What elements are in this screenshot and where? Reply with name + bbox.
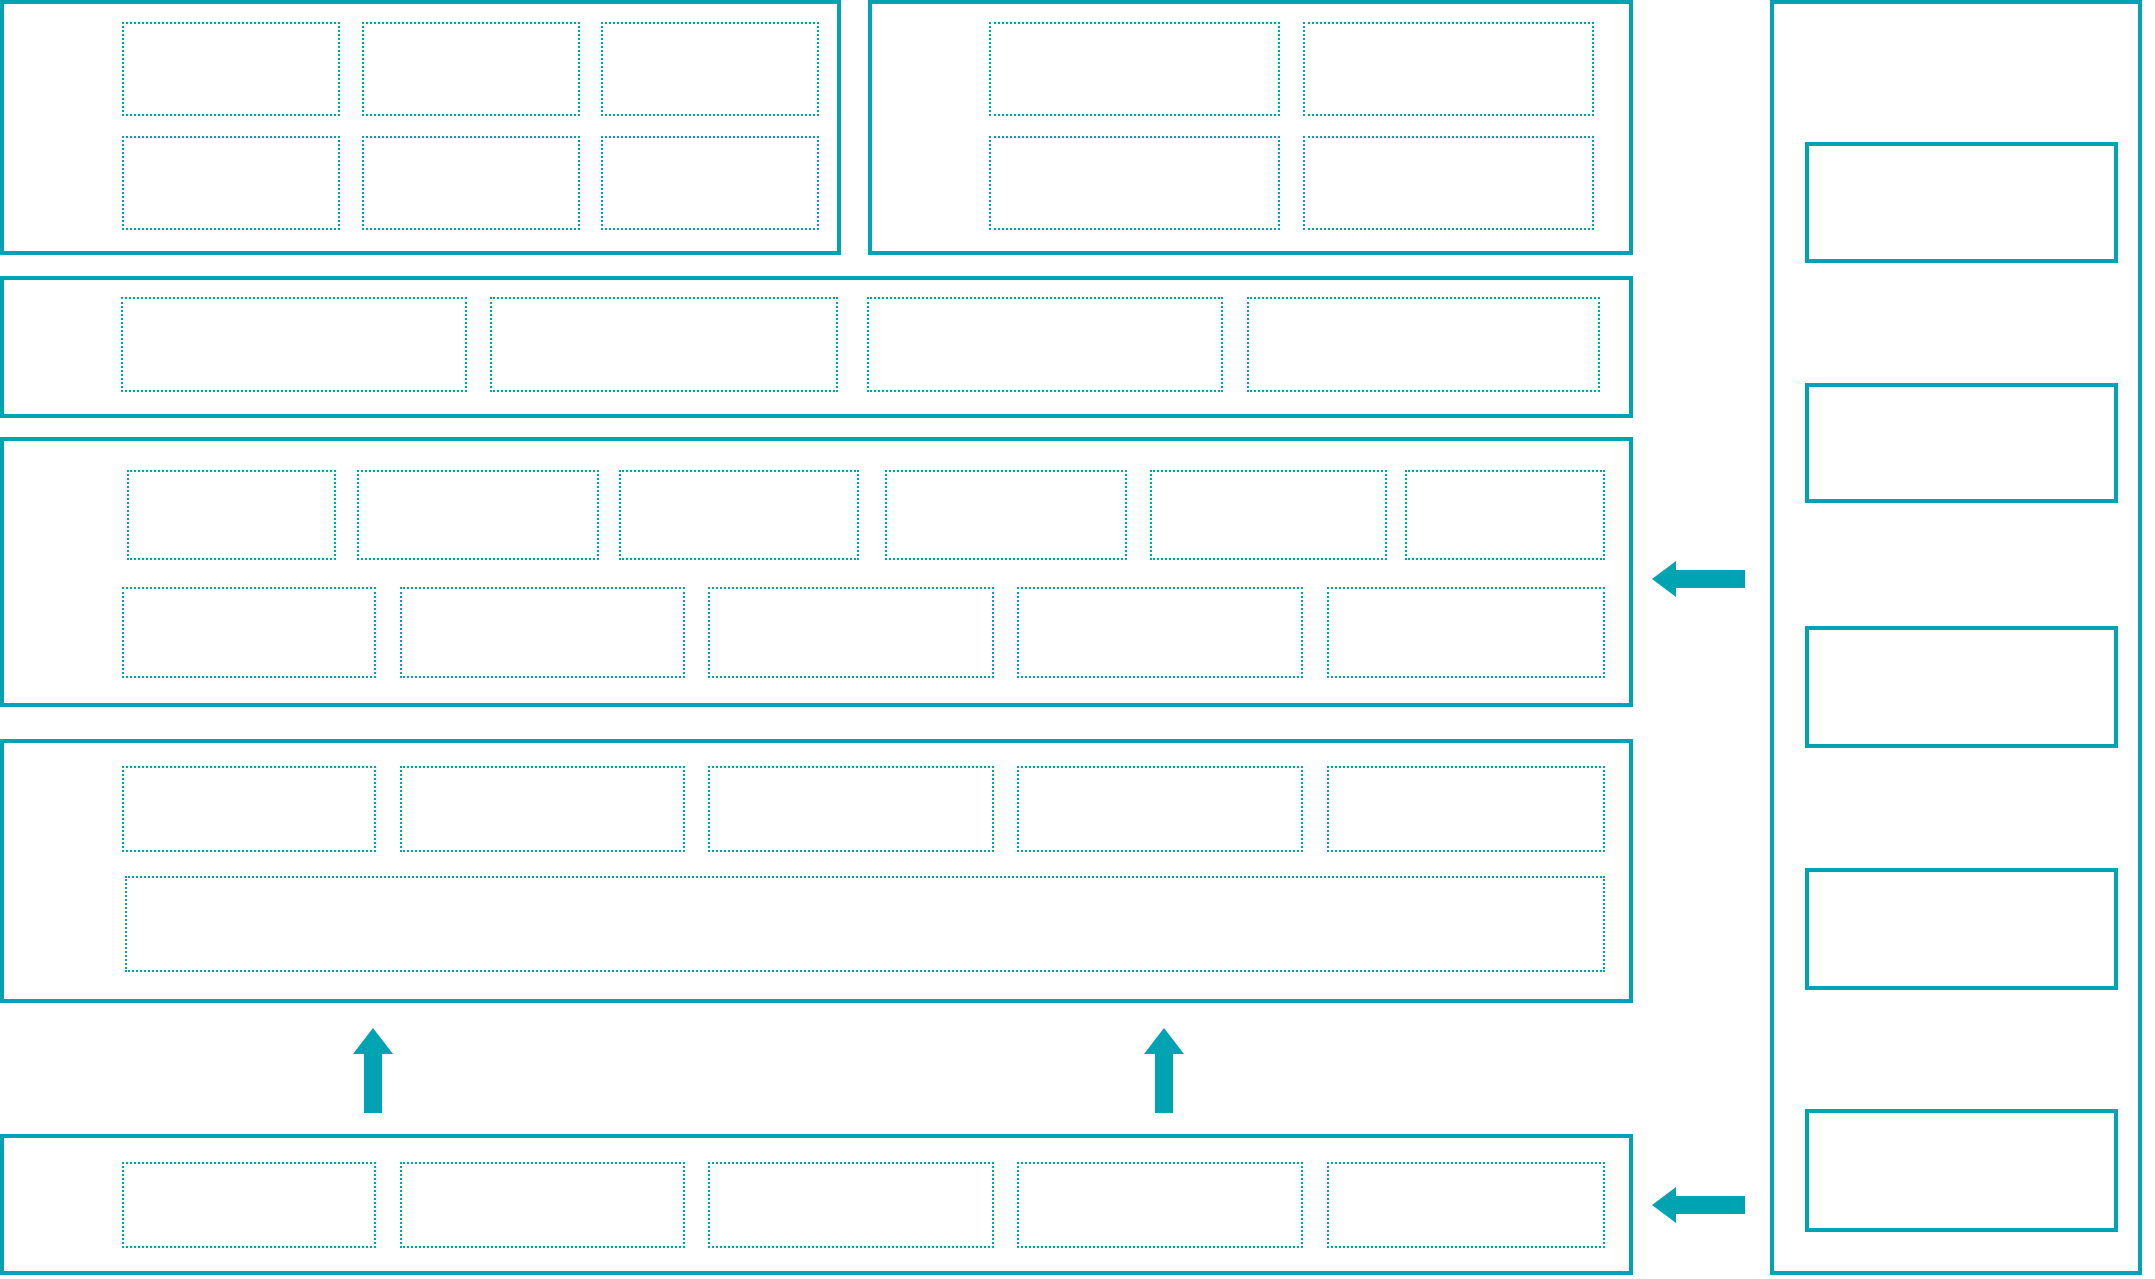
top-right-group-slot-3	[989, 136, 1280, 230]
middle-group-slot-8	[400, 587, 685, 678]
middle-group	[0, 437, 1633, 707]
top-left-group-slot-1	[122, 22, 340, 116]
lower-group-slot-4	[1017, 766, 1303, 852]
top-left-group	[0, 0, 841, 255]
middle-group-slot-1	[127, 470, 336, 560]
lower-group	[0, 739, 1633, 1003]
sidebar-group-slot-2	[1805, 383, 2118, 503]
bottom-group	[0, 1134, 1633, 1275]
middle-group-slot-7	[122, 587, 376, 678]
top-left-group-slot-5	[362, 136, 580, 230]
top-right-group	[868, 0, 1633, 255]
top-left-group-slot-3	[601, 22, 819, 116]
up-arrow-right-shaft	[1155, 1053, 1173, 1113]
left-arrow-into-middle-group-shaft	[1675, 570, 1745, 588]
bottom-group-slot-3	[708, 1162, 994, 1248]
second-row-group-slot-4	[1247, 297, 1600, 392]
left-arrow-into-bottom-group-icon	[1652, 1187, 1745, 1223]
left-arrow-into-bottom-group-head	[1652, 1187, 1676, 1223]
middle-group-slot-10	[1017, 587, 1303, 678]
middle-group-slot-2	[357, 470, 599, 560]
up-arrow-left-shaft	[364, 1053, 382, 1113]
middle-group-slot-4	[885, 470, 1127, 560]
sidebar-group-slot-3	[1805, 626, 2118, 748]
bottom-group-slot-2	[400, 1162, 685, 1248]
middle-group-slot-9	[708, 587, 994, 678]
lower-group-slot-1	[122, 766, 376, 852]
sidebar-group-slot-5	[1805, 1109, 2118, 1232]
lower-group-slot-3	[708, 766, 994, 852]
up-arrow-left-head	[353, 1028, 393, 1054]
sidebar-group	[1770, 0, 2142, 1275]
bottom-group-slot-5	[1327, 1162, 1605, 1248]
up-arrow-right-icon	[1144, 1028, 1184, 1113]
top-right-group-slot-4	[1303, 136, 1594, 230]
lower-group-slot-6	[125, 876, 1605, 972]
sidebar-group-slot-1	[1805, 142, 2118, 263]
top-left-group-slot-4	[122, 136, 340, 230]
middle-group-slot-3	[619, 470, 859, 560]
second-row-group-slot-1	[121, 297, 467, 392]
bottom-group-slot-4	[1017, 1162, 1303, 1248]
top-left-group-slot-2	[362, 22, 580, 116]
up-arrow-left-icon	[353, 1028, 393, 1113]
middle-group-slot-6	[1405, 470, 1605, 560]
lower-group-slot-5	[1327, 766, 1605, 852]
middle-group-slot-11	[1327, 587, 1605, 678]
second-row-group-slot-3	[867, 297, 1223, 392]
second-row-group-slot-2	[490, 297, 838, 392]
lower-group-slot-2	[400, 766, 685, 852]
left-arrow-into-bottom-group-shaft	[1675, 1196, 1745, 1214]
top-left-group-slot-6	[601, 136, 819, 230]
left-arrow-into-middle-group-head	[1652, 561, 1676, 597]
sidebar-group-slot-4	[1805, 868, 2118, 990]
second-row-group	[0, 276, 1633, 418]
top-right-group-slot-1	[989, 22, 1280, 116]
middle-group-slot-5	[1150, 470, 1387, 560]
top-right-group-slot-2	[1303, 22, 1594, 116]
up-arrow-right-head	[1144, 1028, 1184, 1054]
left-arrow-into-middle-group-icon	[1652, 561, 1745, 597]
bottom-group-slot-1	[122, 1162, 376, 1248]
